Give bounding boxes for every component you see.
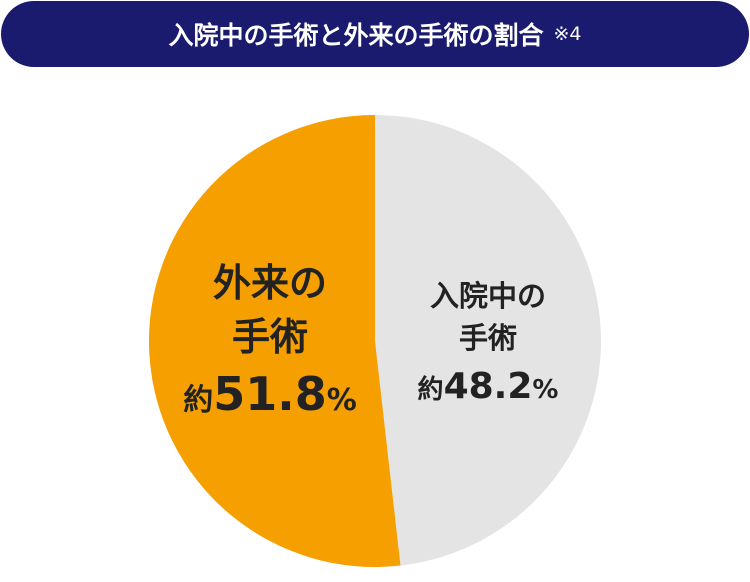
label-inpatient-line1: 入院中の bbox=[430, 279, 546, 313]
pie-slice-inpatient bbox=[375, 115, 601, 566]
label-outpatient-unit: % bbox=[327, 383, 357, 418]
label-outpatient-line2: 手術 bbox=[232, 315, 308, 359]
label-outpatient-number: 51.8 bbox=[213, 367, 327, 421]
chart-title-bar: 入院中の手術と外来の手術の割合 ※4 bbox=[1, 1, 749, 67]
label-outpatient-prefix: 約 bbox=[183, 383, 213, 418]
label-inpatient-prefix: 約 bbox=[418, 374, 444, 405]
label-outpatient-value: 約51.8% bbox=[183, 367, 357, 421]
label-inpatient-number: 48.2 bbox=[444, 366, 533, 407]
label-inpatient-value: 約48.2% bbox=[418, 366, 559, 407]
label-inpatient-unit: % bbox=[532, 375, 558, 405]
chart-title-note: ※4 bbox=[553, 23, 582, 45]
label-outpatient-line1: 外来の bbox=[213, 261, 327, 305]
pie-slice-outpatient bbox=[148, 115, 401, 567]
label-inpatient-line2: 手術 bbox=[459, 321, 517, 355]
chart-title: 入院中の手術と外来の手術の割合 bbox=[168, 21, 544, 50]
